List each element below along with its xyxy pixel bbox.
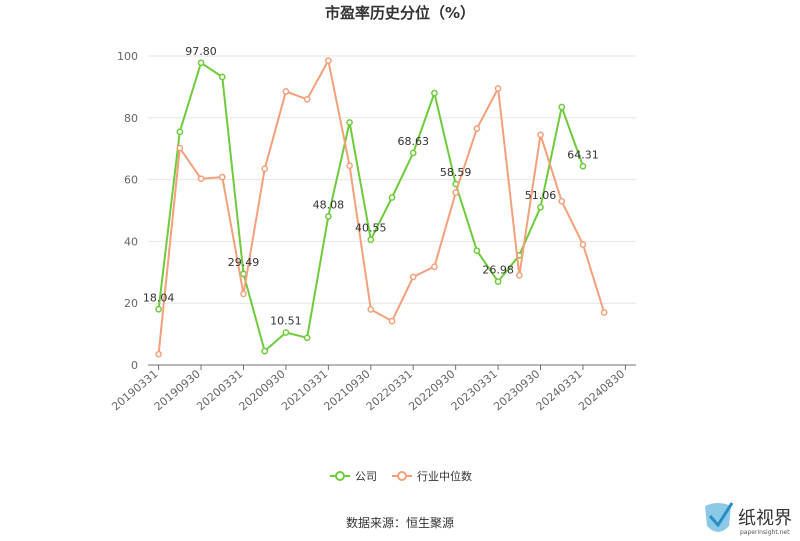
data-label: 64.31 (567, 148, 599, 161)
data-point (240, 270, 247, 278)
legend[interactable]: 公司 行业中位数 (330, 469, 472, 483)
data-point (176, 128, 184, 136)
data-point (388, 194, 396, 201)
data-label: 26.98 (482, 264, 514, 277)
data-point (473, 247, 481, 255)
data-point (324, 213, 332, 220)
data-point (452, 189, 460, 196)
data-label: 48.08 (313, 198, 345, 211)
data-point (303, 334, 311, 342)
data-point (155, 305, 162, 313)
x-axis: 2019033120190930202003312020093020210331… (109, 364, 636, 413)
x-tick-label: 20200930 (237, 367, 288, 413)
y-tick-label: 20 (124, 297, 138, 310)
x-tick-label: 20230930 (491, 367, 542, 413)
data-label: 40.55 (355, 222, 387, 235)
y-tick-label: 100 (117, 50, 138, 63)
data-point (515, 272, 523, 279)
data-label: 29.49 (228, 256, 260, 269)
data-point (155, 350, 162, 358)
data-point (218, 173, 226, 181)
x-tick-label: 20190930 (152, 367, 203, 413)
data-point (282, 329, 290, 336)
data-point (494, 278, 502, 285)
x-tick-label: 20240830 (576, 367, 627, 413)
data-point (303, 95, 311, 103)
y-tick-label: 80 (124, 112, 138, 125)
x-tick-label: 20200331 (194, 367, 245, 413)
data-point (431, 89, 438, 97)
watermark-logo: 纸视界 paperinsight.net (705, 502, 792, 536)
data-point (240, 290, 247, 298)
data-label: 97.80 (185, 45, 217, 58)
chart-title: 市盈率历史分位（%） (325, 4, 475, 22)
legend-marker-0 (335, 471, 345, 481)
x-tick-label: 20210930 (321, 367, 372, 413)
data-point (367, 306, 375, 313)
data-point (431, 263, 438, 271)
data-point (261, 347, 269, 355)
data-point (473, 125, 481, 132)
data-point (346, 119, 353, 126)
y-axis: 0 20 40 60 80 100 (117, 50, 138, 372)
data-point (579, 162, 587, 170)
watermark-name: 纸视界 (738, 508, 792, 529)
data-label: 10.51 (270, 315, 302, 328)
data-point (600, 309, 608, 316)
data-point (324, 57, 332, 64)
data-point (176, 144, 184, 152)
watermark-shield-icon (705, 503, 731, 532)
series-layer (155, 57, 608, 358)
data-point (494, 85, 502, 92)
data-point (197, 59, 205, 67)
data-point (579, 241, 587, 248)
data-point (261, 165, 269, 173)
data-label: 58.59 (440, 166, 472, 179)
data-point (558, 197, 566, 205)
series-line-1 (157, 57, 606, 355)
x-tick-label: 20190331 (109, 367, 160, 413)
data-point (367, 236, 375, 244)
data-label: 68.63 (397, 135, 429, 148)
data-source: 数据来源：恒生聚源 (346, 515, 454, 530)
data-label: 51.06 (525, 189, 557, 202)
x-tick-label: 20220331 (364, 367, 415, 413)
legend-marker-1 (397, 471, 407, 481)
y-tick-label: 0 (131, 359, 138, 372)
data-point (282, 88, 290, 95)
watermark-url: paperinsight.net (740, 529, 790, 536)
legend-label: 行业中位数 (417, 469, 472, 483)
data-point (218, 73, 226, 81)
x-tick-label: 20240331 (534, 367, 585, 413)
data-point (558, 103, 566, 111)
y-tick-label: 40 (124, 235, 138, 248)
data-point (409, 273, 417, 281)
y-tick-label: 60 (124, 174, 138, 187)
data-labels: 18.04 97.80 29.49 10.51 48.08 40.55 68.63 58.59… (143, 45, 599, 328)
legend-label: 公司 (355, 470, 377, 483)
data-point (409, 149, 417, 157)
x-tick-label: 20210331 (279, 367, 330, 413)
data-point (537, 131, 544, 139)
grid-lines (148, 55, 636, 304)
data-label: 18.04 (143, 291, 175, 304)
x-tick-label: 20220930 (406, 367, 457, 413)
x-tick-label: 20230331 (449, 367, 500, 413)
data-point (197, 175, 205, 183)
watermark-check-icon (708, 502, 734, 528)
data-point (537, 203, 544, 211)
data-point (388, 317, 396, 325)
data-point (346, 162, 353, 170)
